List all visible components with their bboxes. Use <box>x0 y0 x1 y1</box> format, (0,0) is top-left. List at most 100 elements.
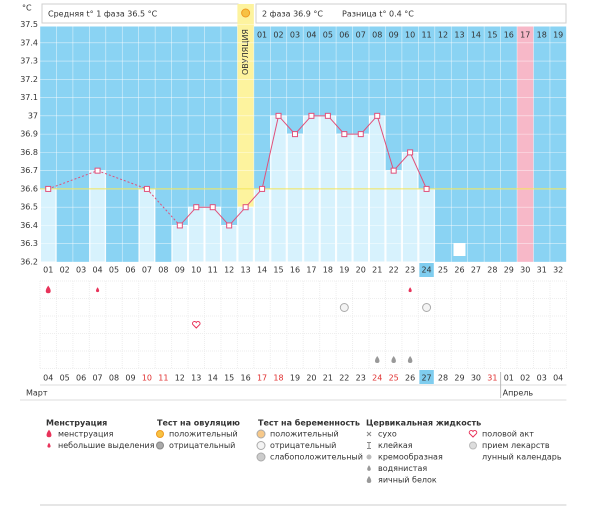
temperature-point <box>45 185 52 192</box>
x-tick-label: 29 <box>504 266 514 275</box>
x-tick-label: 23 <box>405 266 415 275</box>
date-label: 17 <box>257 374 267 383</box>
fluid-icon <box>391 356 396 363</box>
date-label: 21 <box>323 374 333 383</box>
x-tick-label: 17 <box>306 266 316 275</box>
x-tick-label: 25 <box>438 266 448 275</box>
phase2-day: 09 <box>389 31 399 40</box>
date-label: 08 <box>109 374 119 383</box>
temperature-line <box>228 206 246 226</box>
x-tick-label: 26 <box>454 266 464 275</box>
x-tick-label: 21 <box>372 266 382 275</box>
date-label: 11 <box>158 374 168 383</box>
legend-label: яичный белок <box>378 476 437 485</box>
phase2-day: 04 <box>306 31 316 40</box>
ovulation-column <box>237 4 254 262</box>
date-label: 04 <box>553 374 563 383</box>
temperature-line <box>245 188 263 208</box>
legend-title: Тест на овуляцию <box>157 419 240 428</box>
temperature-point <box>259 185 266 192</box>
temperature-point <box>193 204 200 211</box>
temperature-line <box>212 206 230 226</box>
x-tick-label: 07 <box>142 266 152 275</box>
phase2-day: 06 <box>339 31 349 40</box>
date-label: 14 <box>208 374 218 383</box>
medicine-icon <box>469 441 477 450</box>
date-label: 31 <box>487 374 497 383</box>
legend-label: клейкая <box>378 441 413 450</box>
phase2-day: 03 <box>290 31 300 40</box>
fluid-icon <box>367 442 371 449</box>
temperature-line <box>179 206 197 226</box>
today-box <box>419 370 434 384</box>
phase2-day: 08 <box>372 31 382 40</box>
phase2-day: 10 <box>405 31 415 40</box>
pregnancy-test-icon <box>256 441 266 450</box>
bar <box>89 170 106 263</box>
date-label: 02 <box>520 374 530 383</box>
temperature-point <box>374 112 381 119</box>
x-tick-label: 03 <box>76 266 86 275</box>
y-tick-label: 37.2 <box>20 75 38 84</box>
temperature-line <box>261 115 280 190</box>
month-label: Апрель <box>503 389 534 398</box>
legend-label: кремообразная <box>378 453 443 462</box>
temperature-point <box>291 131 298 138</box>
temperature-point <box>94 167 101 174</box>
phase2-day: 11 <box>421 31 431 40</box>
date-label: 19 <box>290 374 300 383</box>
y-tick-label: 37.4 <box>20 38 38 47</box>
temperature-point <box>407 149 414 156</box>
temperature-point <box>390 167 397 174</box>
bar <box>188 206 205 263</box>
legend-label: сухо <box>378 430 397 439</box>
x-tick-label: 05 <box>109 266 119 275</box>
date-label: 24 <box>372 374 382 383</box>
x-tick-label: 22 <box>389 266 399 275</box>
y-tick-label: 36.5 <box>20 203 38 212</box>
bar <box>352 133 369 263</box>
legend-label: положительный <box>169 430 238 439</box>
date-label: 28 <box>438 374 448 383</box>
date-label: 15 <box>224 374 234 383</box>
pregnancy-test-icon <box>422 303 432 312</box>
menstruation-icon <box>96 287 100 293</box>
x-tick-label: 13 <box>241 266 251 275</box>
today-box <box>419 263 434 277</box>
temperature-line <box>97 170 148 190</box>
date-label: 13 <box>191 374 201 383</box>
phase2-day: 07 <box>356 31 366 40</box>
bar <box>204 206 221 263</box>
y-tick-label: 37.1 <box>20 93 38 102</box>
date-label: 04 <box>43 374 53 383</box>
date-label: 16 <box>241 374 251 383</box>
fluid-icon <box>366 454 372 460</box>
phase2-day: 12 <box>438 31 448 40</box>
legend-label: положительный <box>270 430 339 439</box>
x-tick-label: 18 <box>323 266 333 275</box>
fluid-icon <box>374 356 380 363</box>
x-tick-label: 24 <box>421 266 431 275</box>
x-tick-label: 01 <box>43 266 53 275</box>
x-tick-label: 27 <box>471 266 481 275</box>
date-label: 09 <box>125 374 135 383</box>
date-label: 22 <box>339 374 349 383</box>
temperature-line <box>409 152 428 190</box>
date-label: 26 <box>405 374 415 383</box>
phase2-day: 13 <box>454 31 464 40</box>
x-tick-label: 20 <box>356 266 366 275</box>
legend-label: половой акт <box>482 430 534 439</box>
x-tick-label: 11 <box>208 266 218 275</box>
temperature-line <box>327 115 345 135</box>
x-tick-label: 12 <box>224 266 234 275</box>
y-tick-label: 36.9 <box>20 130 38 139</box>
legend-title: Цервикальная жидкость <box>366 419 481 428</box>
bar <box>286 133 304 263</box>
menstruation-icon <box>408 287 412 293</box>
y-tick-label: 36.7 <box>20 166 38 175</box>
x-tick-label: 19 <box>339 266 349 275</box>
date-label: 12 <box>175 374 185 383</box>
temperature-point <box>308 112 315 119</box>
phase2-day: 01 <box>257 31 267 40</box>
